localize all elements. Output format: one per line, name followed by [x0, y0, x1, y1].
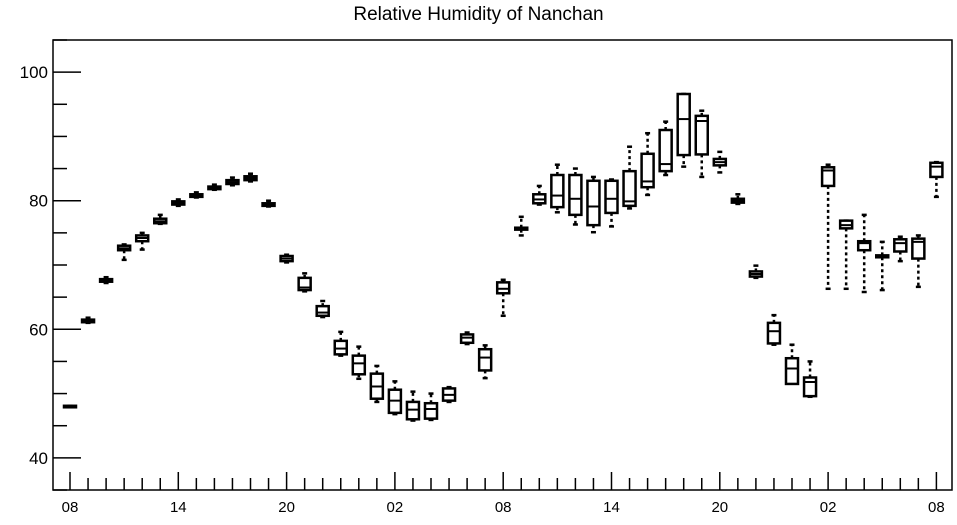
box-plot [820, 163, 836, 291]
box-plot [189, 191, 204, 199]
box-plot [153, 213, 168, 226]
box-iqr [929, 161, 944, 179]
box-plot [333, 330, 348, 357]
box-plot [80, 316, 96, 325]
box-plot [459, 331, 475, 346]
box-iqr [351, 354, 367, 376]
x-tick-label: 08 [62, 499, 79, 516]
x-tick-label: 20 [278, 499, 295, 516]
box-iqr [676, 92, 691, 157]
box-iqr [640, 152, 655, 189]
x-tick-label: 20 [711, 499, 728, 516]
box-iqr [550, 173, 565, 209]
box-iqr [694, 114, 709, 156]
box-plot [514, 215, 529, 237]
box-plot [658, 120, 673, 177]
box-plot [261, 199, 276, 208]
box-iqr [423, 401, 439, 420]
box-plot [875, 240, 890, 292]
box-iqr [820, 166, 836, 188]
box-plot [911, 234, 926, 289]
box-plot [62, 404, 78, 409]
box-iqr [911, 237, 926, 260]
box-series [62, 92, 944, 422]
box-plot [802, 360, 818, 399]
box-plot [423, 392, 439, 422]
box-plot [893, 235, 908, 263]
y-tick-label: 80 [29, 192, 48, 211]
box-plot [207, 183, 222, 192]
y-axis: 40 60 80 100 [20, 39, 81, 491]
box-plot [784, 343, 800, 386]
box-plot [730, 193, 746, 206]
box-plot [929, 160, 944, 199]
box-plot [171, 198, 186, 208]
box-iqr [856, 239, 872, 252]
box-plot [568, 167, 583, 226]
box-plot [441, 385, 457, 404]
box-plot [766, 313, 782, 346]
box-plot [297, 272, 312, 293]
box-plot [351, 345, 367, 381]
box-iqr [622, 169, 637, 208]
plot-frame [52, 39, 953, 491]
box-iqr [766, 321, 782, 345]
y-tick-label: 100 [20, 63, 48, 82]
box-iqr [315, 304, 330, 318]
box-plot [243, 172, 258, 183]
y-tick-label: 40 [29, 449, 48, 468]
x-tick-label: 14 [603, 499, 620, 516]
box-plot [477, 344, 493, 380]
box-plot [550, 163, 565, 214]
box-plot [225, 176, 240, 187]
x-tick-label: 14 [170, 499, 187, 516]
chart-title: Relative Humidity of Nanchan [353, 4, 604, 25]
x-tick-label: 08 [928, 499, 945, 516]
box-iqr [658, 128, 673, 173]
box-iqr [586, 179, 601, 227]
box-plot [622, 145, 637, 210]
box-plot [495, 278, 511, 318]
box-plot [405, 390, 421, 422]
box-plot [748, 264, 764, 280]
y-tick-label: 60 [29, 320, 48, 339]
box-plot [712, 150, 728, 174]
box-plot [604, 178, 619, 228]
box-plot [676, 92, 691, 168]
box-iqr [784, 356, 800, 386]
box-plot [98, 275, 114, 285]
box-iqr [802, 376, 818, 398]
box-plot [838, 219, 854, 291]
box-plot [586, 175, 601, 234]
box-plot [640, 131, 655, 197]
box-iqr [604, 179, 619, 215]
box-iqr [893, 238, 908, 253]
x-tick-label: 02 [387, 499, 404, 516]
box-plot [856, 213, 872, 294]
box-iqr [477, 347, 493, 372]
box-plot [315, 299, 330, 319]
box-plot [279, 253, 294, 264]
box-iqr [568, 173, 583, 217]
box-plot [387, 380, 403, 416]
x-axis: 08 14 20 02 08 14 20 02 08 [62, 472, 945, 516]
box-plot [694, 109, 709, 179]
x-tick-label: 02 [820, 499, 837, 516]
box-plot [369, 364, 385, 404]
box-plot [134, 231, 150, 251]
box-plot [116, 243, 132, 262]
box-plot [532, 184, 547, 206]
x-tick-label: 08 [495, 499, 512, 516]
